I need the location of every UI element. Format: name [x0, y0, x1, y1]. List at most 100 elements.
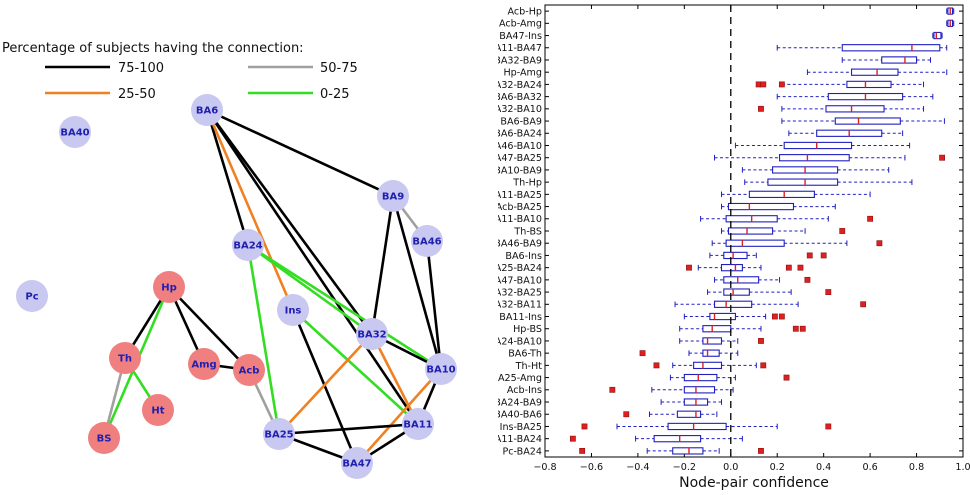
outlier-point	[867, 215, 874, 222]
outlier-point	[758, 338, 764, 344]
x-axis-title: Node-pair confidence	[679, 475, 829, 491]
outlier-point	[778, 81, 785, 88]
box-ba24-ba10	[679, 337, 764, 345]
outlier-point	[783, 374, 790, 381]
node-hp: Hp	[153, 271, 185, 303]
y-tick-label: BA6-BA24	[498, 129, 542, 140]
edge-ba9-ba10	[391, 195, 443, 370]
node-label: BA47	[342, 459, 371, 470]
box-iqr	[850, 68, 899, 76]
edge-ba10-ba47	[356, 368, 442, 464]
node-circle	[88, 422, 120, 454]
box-iqr	[748, 190, 815, 199]
y-tick-label: BA11-BA47	[498, 43, 542, 54]
node-circle	[425, 353, 457, 385]
edge-ba32-ba11	[370, 333, 420, 425]
node-ba24: BA24	[232, 229, 264, 261]
box-acb-ba25	[720, 202, 836, 211]
box-ba10-ba9	[741, 166, 890, 174]
outlier-point	[579, 447, 586, 454]
box-iqr	[723, 251, 748, 260]
node-label: BS	[97, 434, 112, 445]
y-tick-label: BA32-BA24	[498, 80, 542, 91]
box-ba6-ba9	[781, 117, 945, 125]
edge-ins-ba47	[291, 309, 359, 464]
box-ba25-ba24	[686, 263, 804, 272]
box-ba32-ba10	[758, 105, 925, 113]
outlier-point	[609, 386, 616, 393]
box-iqr	[727, 202, 795, 211]
node-acb: Acb	[233, 354, 265, 386]
y-tick-label: BA47-BA25	[498, 153, 542, 164]
network-nodes: BA40 Pc BA6 BA9 BA46 BA24 Ins BA32 BA10 BA11 BA25 B…	[16, 94, 457, 479]
y-tick-label: BA24-BA10	[498, 336, 542, 347]
box-iqr	[881, 56, 918, 64]
box-iqr	[702, 349, 720, 357]
y-tick-label: Hp-BS	[513, 324, 542, 335]
node-circle	[277, 294, 309, 326]
node-circle	[341, 447, 373, 479]
y-tick-label: BA40-BA6	[498, 410, 542, 421]
y-tick-label: Pc-BA24	[502, 446, 542, 457]
outlier-point	[825, 423, 832, 430]
box-iqr	[841, 44, 941, 52]
y-tick-label: BA10-BA9	[498, 165, 542, 176]
y-tick-label: BA11-Ins	[499, 312, 542, 323]
box-iqr	[702, 337, 723, 345]
box-pc-ba24	[579, 447, 764, 455]
box-iqr	[683, 386, 716, 394]
box-ba32-ba24	[755, 80, 925, 89]
outlier-point	[806, 252, 813, 259]
y-tick-label: BA32-BA11	[498, 300, 542, 311]
box-iqr	[767, 178, 839, 186]
outlier-point	[569, 435, 576, 442]
box-ba47-ba25	[714, 154, 945, 162]
outlier-point	[758, 447, 764, 454]
box-acb-hp	[946, 7, 955, 15]
node-label: BA10	[426, 365, 455, 376]
outlier-point	[653, 362, 660, 369]
x-tick-label: 0.0	[723, 462, 738, 473]
x-tick-label: 0.6	[862, 462, 877, 473]
box-ba32-ba11	[674, 300, 867, 308]
box-ba32-ba9	[841, 56, 931, 64]
box-ba11-ba25	[720, 190, 871, 199]
node-ba10: BA10	[425, 353, 457, 385]
outlier-point	[799, 325, 806, 332]
box-iqr	[825, 105, 885, 113]
box-ins-ba25	[581, 422, 832, 431]
edge-ba6-ba9	[206, 108, 394, 198]
node-ba6: BA6	[191, 94, 223, 126]
y-tick-label: BA6-BA9	[500, 116, 542, 127]
box-iqr	[834, 117, 901, 125]
y-tick-label: Acb-Amg	[499, 19, 542, 30]
edge-ba6-ins	[205, 109, 295, 311]
boxes	[569, 7, 955, 455]
y-tick-label: BA46-BA9	[498, 239, 542, 250]
x-tick-label: 0.4	[816, 462, 831, 473]
node-label: BA11	[403, 420, 432, 431]
node-ins: Ins	[277, 294, 309, 326]
x-tick-label: −0.8	[533, 462, 556, 473]
y-tick-label: Acb-Ins	[507, 385, 542, 396]
outlier-point	[760, 362, 767, 369]
y-tick-label: BA46-BA10	[498, 141, 542, 152]
outlier-point	[785, 264, 792, 271]
box-ba47-ins	[932, 31, 943, 40]
box-ba11-ins	[683, 312, 785, 321]
outlier-point	[839, 228, 846, 234]
outlier-point	[792, 325, 799, 332]
y-tick-label: BA32-BA9	[498, 55, 542, 66]
node-circle	[411, 225, 443, 257]
edge-ba6-ba24	[205, 109, 250, 246]
box-hp-amg	[806, 68, 948, 76]
node-circle	[232, 229, 264, 261]
box-iqr	[723, 276, 760, 284]
node-circle	[153, 271, 185, 303]
box-iqr	[667, 422, 727, 431]
node-circle	[377, 180, 409, 212]
box-iqr	[693, 361, 723, 370]
box-ba6-ins	[709, 251, 827, 260]
